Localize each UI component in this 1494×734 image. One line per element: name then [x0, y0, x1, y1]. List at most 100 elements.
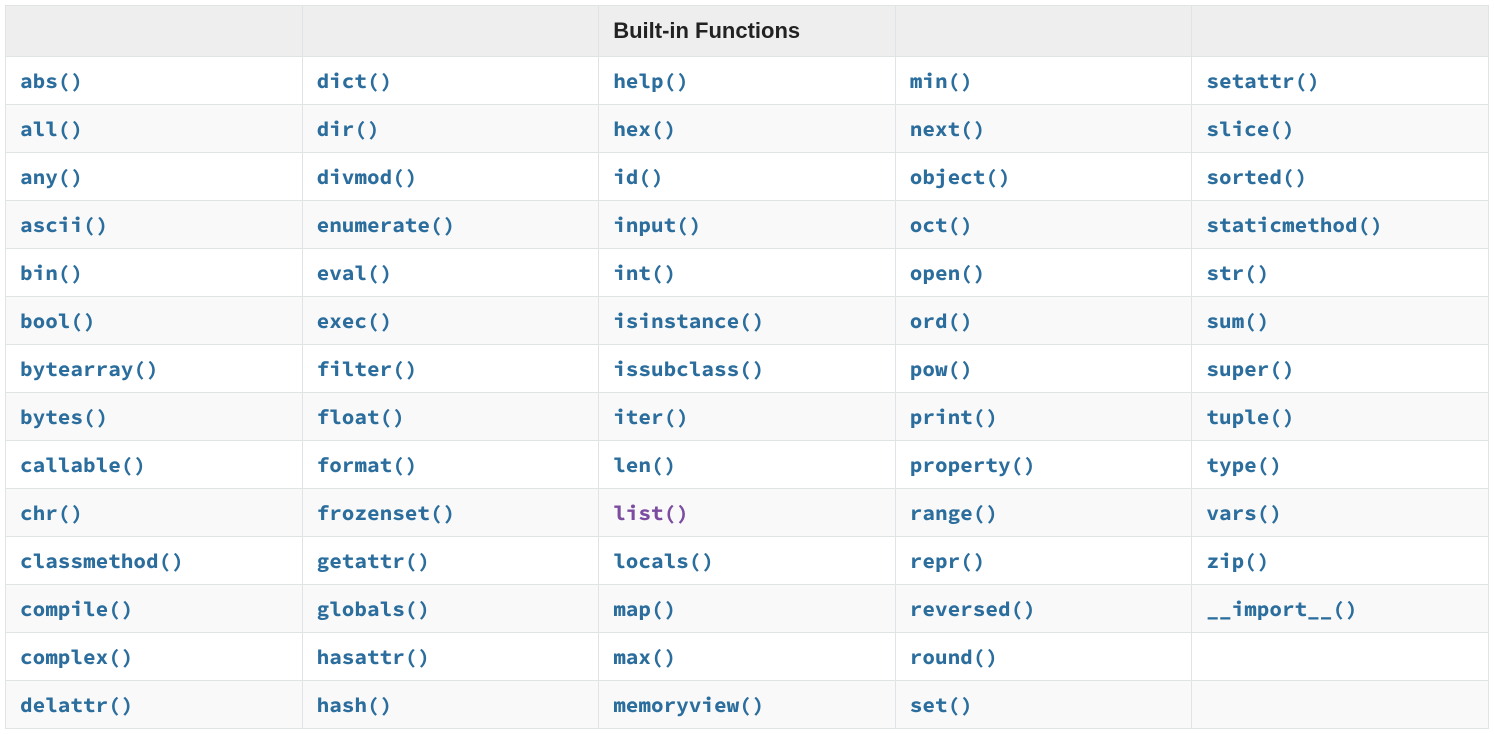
function-link[interactable]: bool()	[20, 307, 96, 334]
function-link[interactable]: help()	[613, 67, 689, 94]
table-cell: exec()	[302, 297, 599, 345]
table-row: ascii() enumerate() input() oct() staticmeth…	[6, 201, 1489, 249]
function-link[interactable]: super()	[1206, 355, 1294, 382]
function-link[interactable]: all()	[20, 115, 83, 142]
function-link[interactable]: dict()	[317, 67, 393, 94]
function-link[interactable]: id()	[613, 163, 663, 190]
function-link[interactable]: callable()	[20, 451, 146, 478]
function-link[interactable]: type()	[1206, 451, 1282, 478]
table-cell: vars()	[1192, 489, 1489, 537]
table-row: chr() frozenset() list() range() vars()	[6, 489, 1489, 537]
table-cell: bool()	[6, 297, 303, 345]
function-link[interactable]: len()	[613, 451, 676, 478]
function-link[interactable]: __import__()	[1206, 595, 1357, 622]
function-link[interactable]: oct()	[910, 211, 973, 238]
function-link[interactable]: ord()	[910, 307, 973, 334]
function-link[interactable]: input()	[613, 211, 701, 238]
function-link[interactable]: eval()	[317, 259, 393, 286]
table-row: classmethod() getattr() locals() repr() zip(…	[6, 537, 1489, 585]
function-link[interactable]: frozenset()	[317, 499, 456, 526]
table-row: delattr() hash() memoryview() set()	[6, 681, 1489, 729]
function-link[interactable]: globals()	[317, 595, 430, 622]
function-link[interactable]: round()	[910, 643, 998, 670]
function-link[interactable]: memoryview()	[613, 691, 764, 718]
table-row: any() divmod() id() object() sorted()	[6, 153, 1489, 201]
function-link[interactable]: delattr()	[20, 691, 133, 718]
function-link[interactable]: open()	[910, 259, 986, 286]
function-link[interactable]: bytes()	[20, 403, 108, 430]
function-link[interactable]: int()	[613, 259, 676, 286]
table-cell: type()	[1192, 441, 1489, 489]
function-link[interactable]: hasattr()	[317, 643, 430, 670]
table-cell: oct()	[895, 201, 1192, 249]
function-link[interactable]: vars()	[1206, 499, 1282, 526]
table-cell: setattr()	[1192, 57, 1489, 105]
table-cell: classmethod()	[6, 537, 303, 585]
function-link[interactable]: sum()	[1206, 307, 1269, 334]
table-cell: ascii()	[6, 201, 303, 249]
function-link[interactable]: print()	[910, 403, 998, 430]
function-link[interactable]: tuple()	[1206, 403, 1294, 430]
table-cell: ord()	[895, 297, 1192, 345]
function-link[interactable]: classmethod()	[20, 547, 184, 574]
table-cell: float()	[302, 393, 599, 441]
function-link[interactable]: hash()	[317, 691, 393, 718]
function-link[interactable]: zip()	[1206, 547, 1269, 574]
function-link[interactable]: reversed()	[910, 595, 1036, 622]
function-link[interactable]: pow()	[910, 355, 973, 382]
table-cell: compile()	[6, 585, 303, 633]
table-cell: reversed()	[895, 585, 1192, 633]
table-cell: divmod()	[302, 153, 599, 201]
function-link[interactable]: format()	[317, 451, 418, 478]
function-link[interactable]: repr()	[910, 547, 986, 574]
function-link[interactable]: bin()	[20, 259, 83, 286]
function-link[interactable]: complex()	[20, 643, 133, 670]
table-cell: round()	[895, 633, 1192, 681]
function-link[interactable]: bytearray()	[20, 355, 159, 382]
function-link[interactable]: iter()	[613, 403, 689, 430]
function-link[interactable]: property()	[910, 451, 1036, 478]
table-cell: staticmethod()	[1192, 201, 1489, 249]
function-link[interactable]: list()	[613, 499, 689, 526]
function-link[interactable]: setattr()	[1206, 67, 1319, 94]
function-link[interactable]: chr()	[20, 499, 83, 526]
function-link[interactable]: divmod()	[317, 163, 418, 190]
function-link[interactable]: str()	[1206, 259, 1269, 286]
function-link[interactable]: map()	[613, 595, 676, 622]
function-link[interactable]: range()	[910, 499, 998, 526]
table-cell	[1192, 633, 1489, 681]
function-link[interactable]: float()	[317, 403, 405, 430]
function-link[interactable]: dir()	[317, 115, 380, 142]
table-cell: dict()	[302, 57, 599, 105]
function-link[interactable]: getattr()	[317, 547, 430, 574]
function-link[interactable]: abs()	[20, 67, 83, 94]
function-link[interactable]: staticmethod()	[1206, 211, 1382, 238]
table-cell: abs()	[6, 57, 303, 105]
table-cell: max()	[599, 633, 896, 681]
function-link[interactable]: isinstance()	[613, 307, 764, 334]
function-link[interactable]: min()	[910, 67, 973, 94]
table-cell: sum()	[1192, 297, 1489, 345]
table-row: callable() format() len() property() type()	[6, 441, 1489, 489]
function-link[interactable]: compile()	[20, 595, 133, 622]
table-cell: chr()	[6, 489, 303, 537]
function-link[interactable]: enumerate()	[317, 211, 456, 238]
function-link[interactable]: any()	[20, 163, 83, 190]
table-cell: all()	[6, 105, 303, 153]
function-link[interactable]: next()	[910, 115, 986, 142]
function-link[interactable]: max()	[613, 643, 676, 670]
function-link[interactable]: filter()	[317, 355, 418, 382]
function-link[interactable]: hex()	[613, 115, 676, 142]
table-cell: open()	[895, 249, 1192, 297]
function-link[interactable]: locals()	[613, 547, 714, 574]
function-link[interactable]: set()	[910, 691, 973, 718]
function-link[interactable]: exec()	[317, 307, 393, 334]
table-cell: int()	[599, 249, 896, 297]
function-link[interactable]: slice()	[1206, 115, 1294, 142]
table-header-cell	[895, 6, 1192, 57]
function-link[interactable]: ascii()	[20, 211, 108, 238]
function-link[interactable]: issubclass()	[613, 355, 764, 382]
function-link[interactable]: sorted()	[1206, 163, 1307, 190]
table-cell: issubclass()	[599, 345, 896, 393]
function-link[interactable]: object()	[910, 163, 1011, 190]
